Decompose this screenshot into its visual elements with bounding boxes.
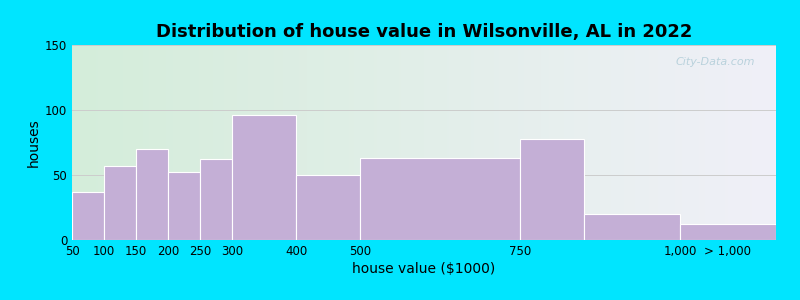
Bar [360, 158, 520, 240]
Y-axis label: houses: houses [26, 118, 41, 167]
Bar [200, 159, 232, 240]
Bar [520, 139, 584, 240]
Bar [680, 224, 776, 240]
Bar [136, 149, 168, 240]
Bar [104, 166, 136, 240]
Bar [232, 115, 296, 240]
Bar [296, 175, 360, 240]
Bar [72, 192, 104, 240]
Bar [168, 172, 200, 240]
Text: City-Data.com: City-Data.com [675, 57, 755, 67]
Bar [584, 214, 680, 240]
Title: Distribution of house value in Wilsonville, AL in 2022: Distribution of house value in Wilsonvil… [156, 23, 692, 41]
X-axis label: house value ($1000): house value ($1000) [352, 262, 496, 276]
